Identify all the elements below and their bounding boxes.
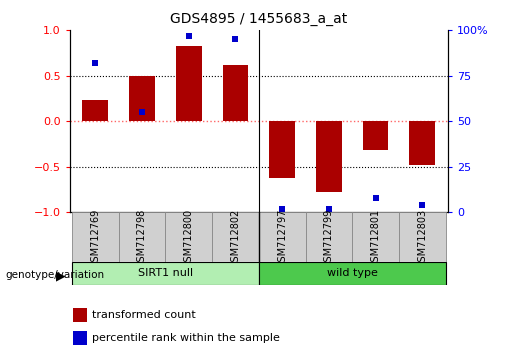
Text: GSM712802: GSM712802 [230,209,241,268]
Bar [73,308,87,322]
FancyBboxPatch shape [118,212,165,264]
Text: GSM712803: GSM712803 [417,209,427,268]
Bar [363,121,388,150]
Text: percentile rank within the sample: percentile rank within the sample [92,332,280,343]
Point [278,206,286,212]
Point [231,36,239,42]
Text: transformed count: transformed count [92,310,196,320]
FancyBboxPatch shape [259,212,305,264]
Text: SIRT1 null: SIRT1 null [138,268,193,279]
Bar [82,100,108,121]
Bar [73,331,87,344]
Bar [222,65,248,121]
Text: GSM712798: GSM712798 [137,209,147,268]
Point [325,206,333,212]
Point [184,33,193,38]
Point [138,109,146,115]
FancyBboxPatch shape [305,212,352,264]
Point [418,202,426,208]
Text: GSM712799: GSM712799 [324,209,334,268]
Text: GSM712769: GSM712769 [90,209,100,268]
FancyBboxPatch shape [212,212,259,264]
Text: ▶: ▶ [56,269,65,282]
Point [91,60,99,66]
Bar [409,121,435,165]
Text: GSM712801: GSM712801 [371,209,381,268]
Text: genotype/variation: genotype/variation [5,270,104,280]
Text: GSM712800: GSM712800 [184,209,194,268]
FancyBboxPatch shape [259,262,445,285]
FancyBboxPatch shape [165,212,212,264]
Bar [129,76,155,121]
FancyBboxPatch shape [72,212,118,264]
Title: GDS4895 / 1455683_a_at: GDS4895 / 1455683_a_at [170,12,348,26]
FancyBboxPatch shape [72,262,259,285]
FancyBboxPatch shape [352,212,399,264]
Point [371,195,380,201]
Bar [269,121,295,178]
FancyBboxPatch shape [399,212,445,264]
Bar [316,121,342,192]
Text: GSM712797: GSM712797 [277,209,287,268]
Bar [176,46,201,121]
Text: wild type: wild type [327,268,377,279]
